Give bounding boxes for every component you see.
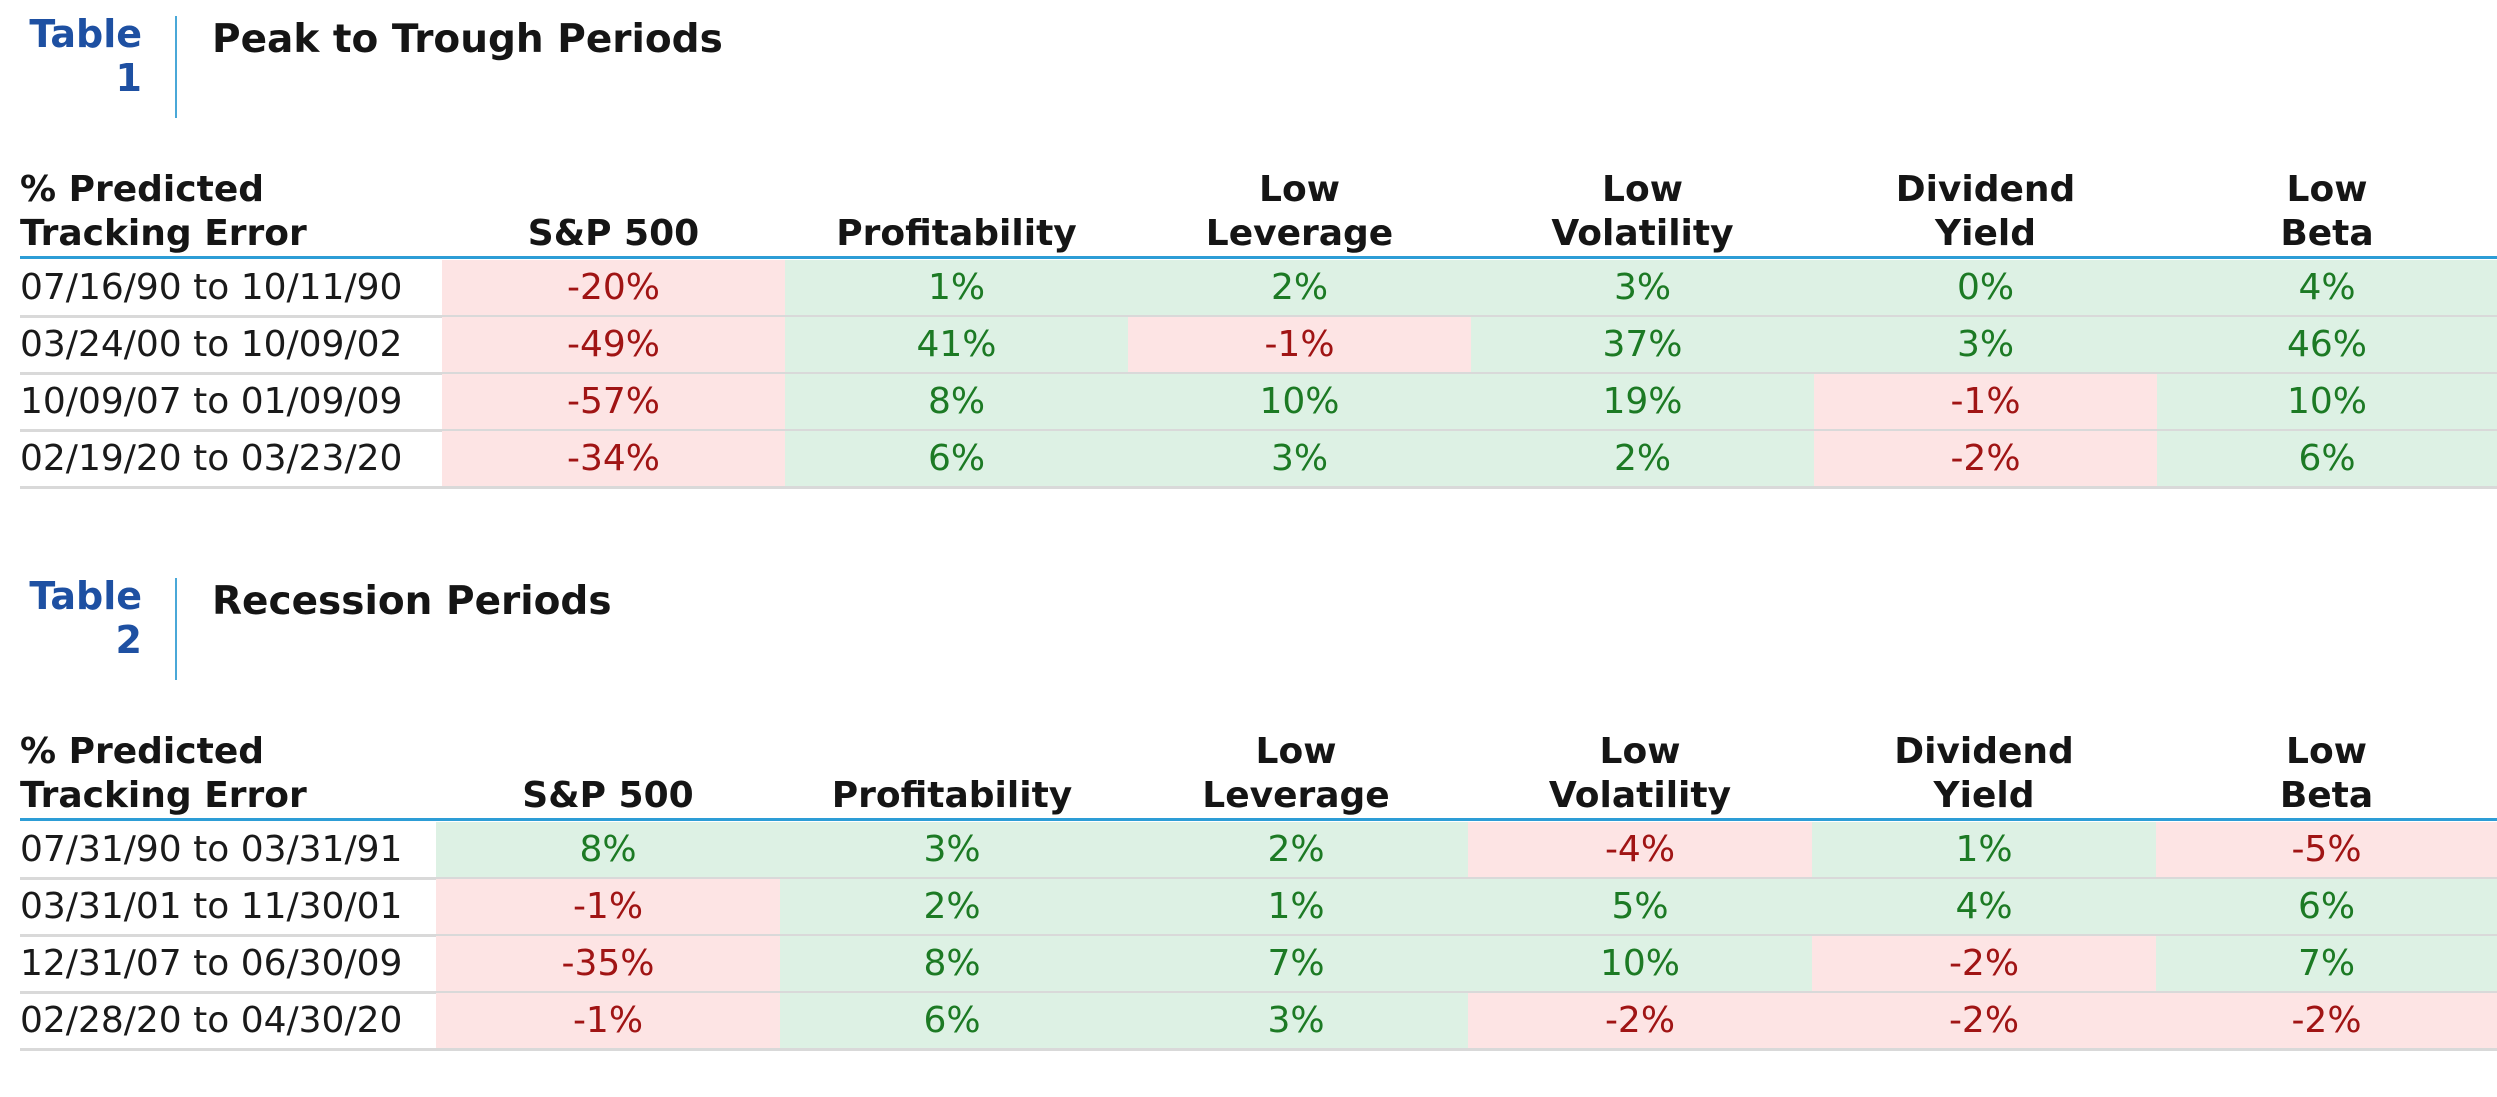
value-cell: -1% — [436, 879, 780, 935]
header-low-beta: Low Beta — [2279, 731, 2374, 816]
value-cell: 37% — [1471, 317, 1814, 373]
value-cell: -57% — [442, 374, 785, 430]
table-row: 12/31/07 to 06/30/09 -35% 8% 7% 10% -2% 7% — [20, 936, 2497, 994]
table-number-label: Table 1 — [29, 12, 142, 100]
table-title: Peak to Trough Periods — [212, 17, 723, 62]
header-low-beta: Low Beta — [2280, 169, 2374, 254]
table-header-row: % Predicted Tracking Error S&P 500 Profi… — [20, 712, 2497, 818]
table-title-row: Table 2 Recession Periods — [0, 562, 2497, 687]
table-row: 07/16/90 to 10/11/90 -20% 1% 2% 3% 0% 4% — [20, 260, 2497, 318]
value-cell: 10% — [2157, 374, 2497, 430]
row-divider — [20, 372, 2497, 375]
value-cell: 7% — [2156, 936, 2497, 992]
table-row: 10/09/07 to 01/09/09 -57% 8% 10% 19% -1% 10% — [20, 374, 2497, 432]
value-cell: 41% — [785, 317, 1128, 373]
value-cell: -20% — [442, 260, 785, 316]
value-cell: -1% — [1128, 317, 1471, 373]
value-cell: -35% — [436, 936, 780, 992]
table-row: 02/28/20 to 04/30/20 -1% 6% 3% -2% -2% -2% — [20, 993, 2497, 1051]
table-number-label: Table 2 — [29, 574, 142, 662]
row-divider — [20, 991, 2497, 994]
value-cell: 4% — [1812, 879, 2156, 935]
header-low-volatility: Low Volatility — [1551, 169, 1734, 254]
header-dividend-yield: Dividend Yield — [1895, 169, 2076, 254]
date-range-cell: 07/31/90 to 03/31/91 — [20, 829, 403, 870]
value-cell: 1% — [1124, 879, 1468, 935]
row-divider — [20, 315, 2497, 318]
value-cell: 10% — [1128, 374, 1471, 430]
value-cell: 2% — [780, 879, 1124, 935]
row-divider — [20, 934, 2497, 937]
value-cell: 7% — [1124, 936, 1468, 992]
title-divider — [175, 16, 177, 118]
value-cell: -49% — [442, 317, 785, 373]
value-cell: 8% — [785, 374, 1128, 430]
table-title-row: Table 1 Peak to Trough Periods — [0, 0, 2497, 125]
header-sp500: S&P 500 — [527, 213, 700, 254]
date-range-cell: 07/16/90 to 10/11/90 — [20, 267, 403, 308]
value-cell: 1% — [1812, 822, 2156, 878]
header-dividend-yield: Dividend Yield — [1894, 731, 2074, 816]
value-cell: 4% — [2157, 260, 2497, 316]
value-cell: -1% — [436, 993, 780, 1049]
date-range-cell: 12/31/07 to 06/30/09 — [20, 943, 403, 984]
value-cell: 10% — [1468, 936, 1812, 992]
value-cell: 8% — [780, 936, 1124, 992]
row-divider — [20, 486, 2497, 489]
value-cell: 6% — [2156, 879, 2497, 935]
header-low-volatility: Low Volatility — [1548, 731, 1732, 816]
value-cell: 0% — [1814, 260, 2157, 316]
value-cell: -2% — [1468, 993, 1812, 1049]
value-cell: 2% — [1128, 260, 1471, 316]
value-cell: 3% — [780, 822, 1124, 878]
header-tracking-error: % Predicted Tracking Error — [20, 731, 307, 816]
row-divider — [20, 1048, 2497, 1051]
table-row: 02/19/20 to 03/23/20 -34% 6% 3% 2% -2% 6% — [20, 431, 2497, 489]
row-divider — [20, 877, 2497, 880]
table-header-row: % Predicted Tracking Error S&P 500 Profi… — [20, 150, 2497, 256]
value-cell: 6% — [2157, 431, 2497, 487]
date-range-cell: 02/28/20 to 04/30/20 — [20, 1000, 403, 1041]
row-divider — [20, 429, 2497, 432]
title-divider — [175, 578, 177, 680]
header-rule — [20, 818, 2497, 821]
value-cell: 19% — [1471, 374, 1814, 430]
value-cell: -5% — [2156, 822, 2497, 878]
value-cell: -2% — [1812, 936, 2156, 992]
value-cell: 3% — [1124, 993, 1468, 1049]
value-cell: -2% — [1812, 993, 2156, 1049]
header-low-leverage: Low Leverage — [1205, 169, 1394, 254]
date-range-cell: 10/09/07 to 01/09/09 — [20, 381, 403, 422]
value-cell: 8% — [436, 822, 780, 878]
value-cell: -2% — [1814, 431, 2157, 487]
header-profitability: Profitability — [836, 213, 1077, 254]
value-cell: -34% — [442, 431, 785, 487]
value-cell: -1% — [1814, 374, 2157, 430]
value-cell: 3% — [1814, 317, 2157, 373]
table-row: 07/31/90 to 03/31/91 8% 3% 2% -4% 1% -5% — [20, 822, 2497, 880]
value-cell: -4% — [1468, 822, 1812, 878]
value-cell: 46% — [2157, 317, 2497, 373]
date-range-cell: 03/31/01 to 11/30/01 — [20, 886, 403, 927]
table-row: 03/31/01 to 11/30/01 -1% 2% 1% 5% 4% 6% — [20, 879, 2497, 937]
header-sp500: S&P 500 — [522, 775, 694, 816]
header-rule — [20, 256, 2497, 259]
value-cell: 2% — [1471, 431, 1814, 487]
date-range-cell: 02/19/20 to 03/23/20 — [20, 438, 403, 479]
value-cell: 3% — [1471, 260, 1814, 316]
table-row: 03/24/00 to 10/09/02 -49% 41% -1% 37% 3% 46% — [20, 317, 2497, 375]
value-cell: -2% — [2156, 993, 2497, 1049]
date-range-cell: 03/24/00 to 10/09/02 — [20, 324, 403, 365]
value-cell: 2% — [1124, 822, 1468, 878]
header-low-leverage: Low Leverage — [1202, 731, 1390, 816]
value-cell: 1% — [785, 260, 1128, 316]
header-profitability: Profitability — [831, 775, 1073, 816]
value-cell: 3% — [1128, 431, 1471, 487]
value-cell: 6% — [780, 993, 1124, 1049]
value-cell: 5% — [1468, 879, 1812, 935]
value-cell: 6% — [785, 431, 1128, 487]
header-tracking-error: % Predicted Tracking Error — [20, 169, 307, 254]
table-title: Recession Periods — [212, 579, 612, 624]
